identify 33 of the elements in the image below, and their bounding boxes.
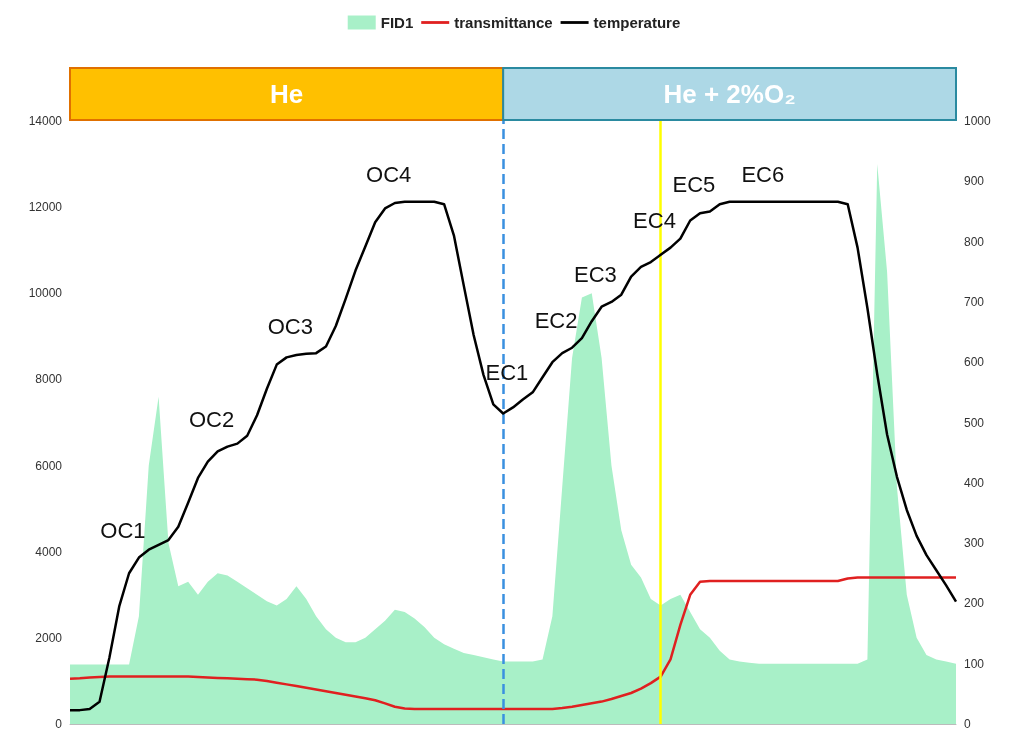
data-label: OC3 (267, 314, 313, 340)
text: He (269, 79, 304, 109)
y2-tick-label: 700 (964, 294, 985, 309)
y-tick-label: 4000 (35, 544, 63, 559)
data-label: EC2 (534, 308, 578, 334)
data-label: EC3 (574, 262, 617, 288)
data-label: EC6 (741, 162, 785, 188)
y2-tick-label: 600 (964, 355, 985, 370)
y2-tick-label: 500 (964, 415, 985, 430)
y-tick-label: 0 (55, 717, 63, 731)
data-label: OC2 (188, 407, 235, 433)
y-tick-label: 12000 (28, 200, 63, 215)
line-series (68, 576, 958, 711)
y2-tick-label: 0 (964, 717, 971, 731)
y2-tick-label: 300 (964, 536, 985, 551)
y-tick-label: 2000 (35, 630, 63, 645)
legend-label: transmittance (454, 14, 553, 31)
y-tick-label: 8000 (35, 372, 63, 387)
legend-label: temperature (593, 14, 681, 31)
data-label: EC5 (672, 171, 716, 197)
data-label: OC4 (366, 162, 412, 188)
y2-tick-label: 900 (964, 174, 985, 189)
y2-tick-label: 800 (964, 234, 985, 249)
y2-tick-label: 100 (964, 656, 985, 671)
legend-label: FID1 (380, 14, 414, 31)
y2-tick-label: 400 (964, 475, 985, 490)
y2-tick-label: 200 (964, 596, 985, 611)
y-tick-label: 14000 (28, 114, 63, 128)
y-tick-label: 6000 (35, 458, 63, 473)
y2-tick-label: 1000 (964, 114, 992, 128)
data-label: OC1 (100, 518, 146, 544)
text: He + 2%O₂ (663, 79, 796, 109)
y-tick-label: 10000 (28, 286, 63, 301)
